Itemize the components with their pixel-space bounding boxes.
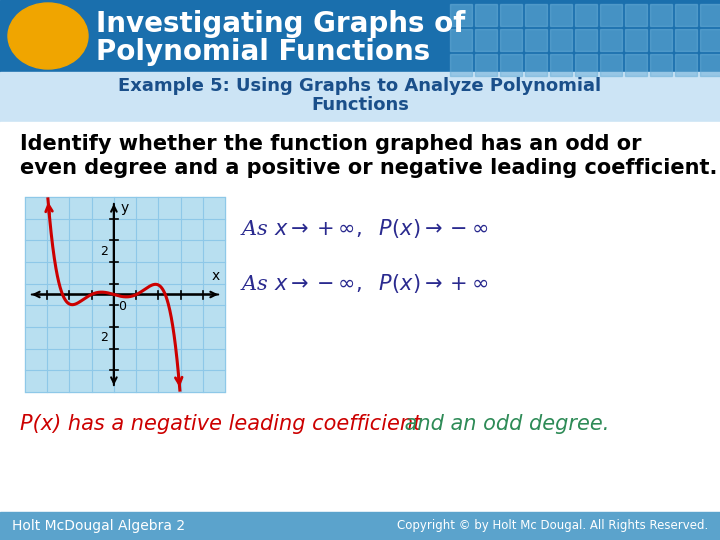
Text: Identify whether the function graphed has an odd or: Identify whether the function graphed ha… [20, 134, 642, 154]
Text: and an odd degree.: and an odd degree. [398, 414, 609, 434]
Bar [500, 4, 522, 26]
Text: Investigating Graphs of: Investigating Graphs of [96, 10, 465, 38]
Bar [525, 54, 547, 76]
Text: 2: 2 [100, 245, 108, 258]
Bar [675, 4, 697, 26]
Bar [550, 54, 572, 76]
Bar [600, 29, 622, 51]
Text: 0: 0 [118, 300, 126, 313]
Bar [625, 4, 647, 26]
Bar [0, 122, 720, 512]
Bar [625, 54, 647, 76]
Bar [450, 4, 472, 26]
Ellipse shape [8, 3, 88, 69]
Bar [25, 197, 225, 392]
Bar [0, 512, 720, 540]
Bar [475, 54, 497, 76]
Text: P(x) has a negative leading coefficient: P(x) has a negative leading coefficient [20, 414, 421, 434]
Text: As $x \rightarrow +\infty,$  $P(x) \rightarrow -\infty$: As $x \rightarrow +\infty,$ $P(x) \right… [240, 217, 489, 240]
Bar [550, 29, 572, 51]
Bar [525, 29, 547, 51]
Text: Polynomial Functions: Polynomial Functions [96, 38, 431, 66]
Bar [600, 54, 622, 76]
Bar [575, 54, 597, 76]
Bar [650, 4, 672, 26]
Bar [500, 54, 522, 76]
Text: As $x \rightarrow -\infty,$  $P(x) \rightarrow +\infty$: As $x \rightarrow -\infty,$ $P(x) \right… [240, 272, 489, 295]
Text: Example 5: Using Graphs to Analyze Polynomial: Example 5: Using Graphs to Analyze Polyn… [118, 77, 602, 95]
Text: y: y [121, 201, 129, 215]
Bar [475, 4, 497, 26]
Bar [550, 4, 572, 26]
Bar [450, 54, 472, 76]
Bar [700, 4, 720, 26]
Text: Holt McDougal Algebra 2: Holt McDougal Algebra 2 [12, 519, 185, 533]
Bar [600, 4, 622, 26]
Bar [525, 4, 547, 26]
Bar [700, 29, 720, 51]
Bar [650, 29, 672, 51]
Text: 2: 2 [100, 332, 108, 345]
Bar [650, 54, 672, 76]
Text: x: x [212, 268, 220, 282]
Bar [625, 29, 647, 51]
Bar [700, 54, 720, 76]
Bar [575, 4, 597, 26]
Bar [450, 29, 472, 51]
Text: even degree and a positive or negative leading coefficient.: even degree and a positive or negative l… [20, 158, 717, 178]
Bar [0, 0, 720, 72]
Text: Functions: Functions [311, 96, 409, 114]
Bar [675, 29, 697, 51]
Bar [0, 72, 720, 122]
Bar [500, 29, 522, 51]
Bar [575, 29, 597, 51]
Text: Copyright © by Holt Mc Dougal. All Rights Reserved.: Copyright © by Holt Mc Dougal. All Right… [397, 519, 708, 532]
Bar [475, 29, 497, 51]
Bar [675, 54, 697, 76]
